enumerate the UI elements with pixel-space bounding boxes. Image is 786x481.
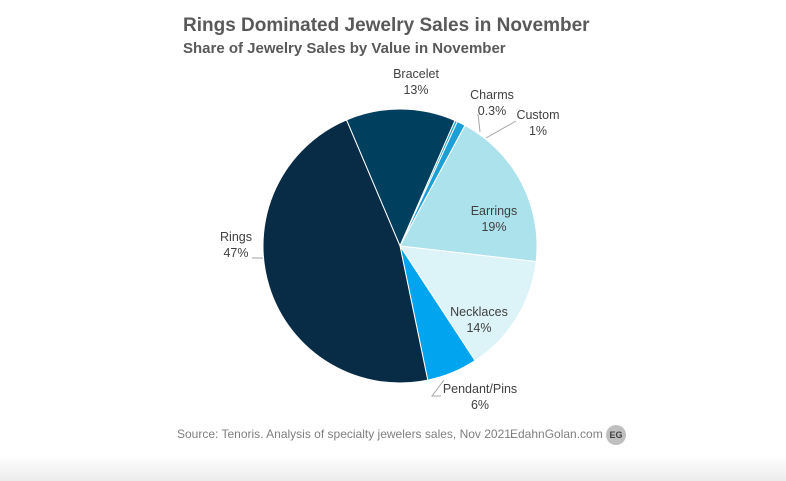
slice-label-bracelet: Bracelet 13% bbox=[393, 67, 439, 97]
slice-label-custom: Custom 1% bbox=[516, 108, 559, 138]
eg-logo-badge: EG bbox=[606, 425, 626, 445]
slice-value-earrings: 19% bbox=[481, 220, 506, 234]
slice-label-pendant-pins: Pendant/Pins 6% bbox=[443, 382, 517, 412]
chart-footer: Source: Tenoris. Analysis of specialty j… bbox=[0, 425, 786, 447]
slice-name-earrings: Earrings bbox=[471, 204, 518, 218]
slice-name-charms: Charms bbox=[470, 88, 514, 102]
pie-slice-necklaces bbox=[398, 245, 537, 362]
slice-label-rings: Rings 47% bbox=[220, 230, 252, 260]
slice-name-pendant-pins: Pendant/Pins bbox=[443, 382, 517, 396]
site-credit: EdahnGolan.com bbox=[510, 427, 603, 441]
pie-slice-bracelet bbox=[345, 108, 456, 248]
chart-subtitle: Share of Jewelry Sales by Value in Novem… bbox=[183, 40, 506, 57]
slice-label-earrings: Earrings 19% bbox=[471, 204, 518, 234]
pie-chart: Bracelet 13% Charms 0.3% Custom 1% Earrings 19%… bbox=[220, 67, 560, 412]
slice-name-bracelet: Bracelet bbox=[393, 67, 439, 81]
pie-slice-rings bbox=[262, 119, 429, 384]
leader-line-charms bbox=[477, 113, 481, 133]
leader-line-pendant-pins bbox=[431, 379, 445, 397]
slice-value-custom: 1% bbox=[529, 124, 547, 138]
slice-value-pendant-pins: 6% bbox=[471, 398, 489, 412]
bottom-bar bbox=[0, 455, 786, 481]
slice-name-necklaces: Necklaces bbox=[450, 305, 508, 319]
slice-value-bracelet: 13% bbox=[403, 83, 428, 97]
slice-value-rings: 47% bbox=[223, 246, 248, 260]
slice-value-charms: 0.3% bbox=[478, 104, 507, 118]
slice-label-necklaces: Necklaces 14% bbox=[450, 305, 508, 335]
chart-title: Rings Dominated Jewelry Sales in Novembe… bbox=[183, 15, 590, 36]
slice-name-rings: Rings bbox=[220, 230, 252, 244]
pie-slice-earrings bbox=[399, 124, 538, 263]
slice-label-charms: Charms 0.3% bbox=[470, 88, 514, 118]
slice-name-custom: Custom bbox=[516, 108, 559, 122]
leader-line-custom bbox=[485, 120, 517, 139]
slice-value-necklaces: 14% bbox=[466, 321, 491, 335]
source-note: Source: Tenoris. Analysis of specialty j… bbox=[177, 427, 515, 441]
